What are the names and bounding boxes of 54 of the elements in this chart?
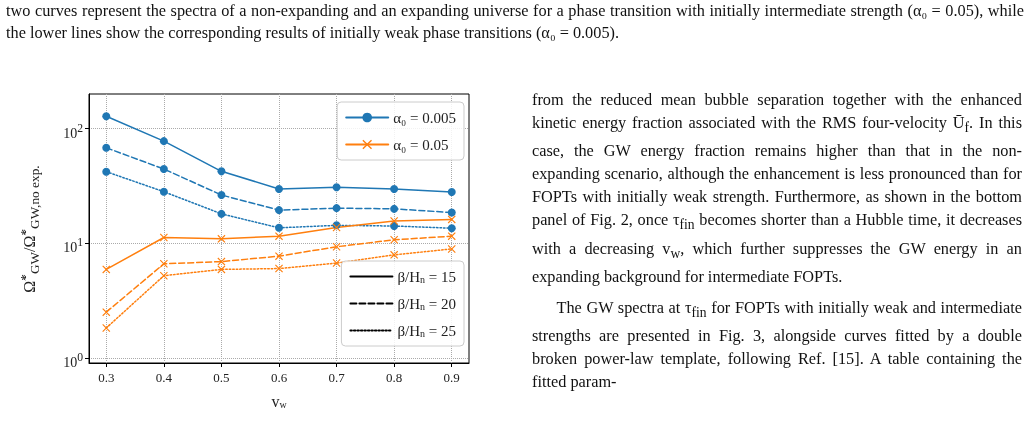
point [159,233,168,242]
y-tick-label: 10$^{0}$ [63,349,83,372]
point [159,259,168,268]
point [332,183,341,192]
y-tick-label: 10$^{2}$ [63,120,83,143]
x-tick-label: 0.8 [386,370,403,385]
point [275,264,283,273]
point [275,206,283,215]
point [332,204,341,213]
x-axis-title: vw [271,392,288,410]
legend-label: β/Hn = 15 [397,268,457,285]
point [159,271,168,280]
point [447,224,456,233]
point [102,308,111,317]
point [217,234,226,243]
point [102,265,111,274]
point [159,137,168,146]
point [447,244,456,253]
text: The GW spectra at τ$_{fin}$ for FOPTs with initially weak and intermediate strengths are presented in Fig. 3, alongside curves fitted by a double broken power-law template, following Ref. [15]. A table containing the fitted param- [532,296,1022,393]
x-tick-label: 0.6 [270,370,288,385]
point [447,232,456,241]
point [332,259,341,268]
point [217,209,226,218]
point [102,167,111,176]
y-tick-label: 10$^{1}$ [63,235,83,257]
point [332,242,341,251]
point [102,323,111,332]
point [447,188,456,197]
point [275,184,283,193]
point [217,190,226,199]
point [275,223,283,232]
point [390,235,399,244]
point [390,204,399,213]
point [447,208,456,217]
point [102,143,111,152]
legend-label: β/Hn = 25 [397,322,457,339]
point [217,167,226,176]
point [102,112,111,121]
point [159,165,168,174]
x-tick-label: 0.9 [443,370,460,385]
legend-label: β/Hn = 20 [397,295,457,312]
legend-label: α₀ = 0.05 [393,136,449,153]
legend-label: α₀ = 0.005 [393,109,457,126]
point [390,184,399,193]
x-tick-label: 0.4 [155,370,173,385]
point [390,222,399,231]
x-tick-label: 0.7 [328,370,346,385]
text: from the reduced mean bubble separation together with the enhanced kinetic energy fraction associated with the RMS four-velocity Ū$_{f}$. In this case, the GW energy fraction remains higher than that in the non-expanding scenario, although the enhancement is less pronounced than for FOPTs with initially weak strength. Furthermore, as shown in the bottom panel of Fig. 2, once τ$_{fin}$ becomes shorter than a Hubble time, it decreases with a decreasing v$_{w}$, which further suppresses the GW energy in an expanding background for intermediate FOPTs. [532,90,1023,286]
point [447,215,456,224]
x-tick-label: 0.3 [98,370,115,385]
x-tick-label: 0.5 [213,370,230,385]
point [390,250,399,259]
point [159,187,168,196]
text: two curves represent the spectra of a non-expanding and an expanding universe for a phase transition with initially intermediate strength (α₀ = 0.05), while the lower lines show the corresponding results of initially weak phase transitions (α₀ = 0.005). [6,0,1024,44]
